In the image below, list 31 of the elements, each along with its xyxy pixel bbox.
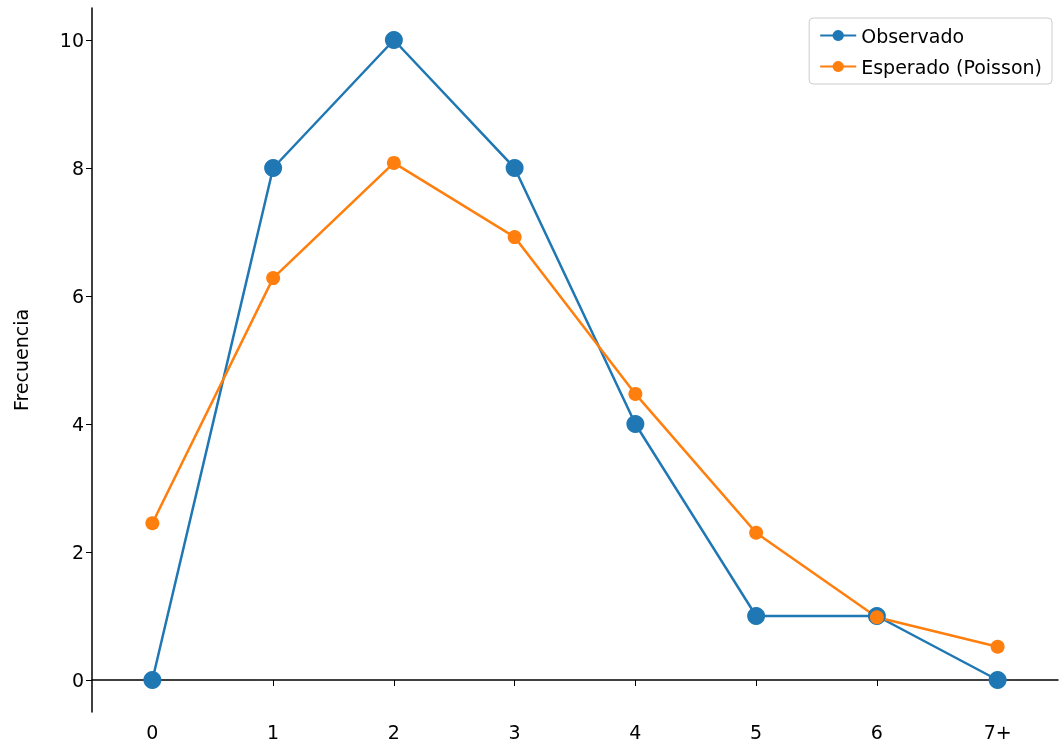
point	[626, 415, 645, 433]
legend-label: Observado	[861, 24, 965, 47]
point	[264, 159, 283, 177]
point	[628, 386, 643, 401]
y-tick-label: 0	[71, 669, 84, 691]
x-tick-label: 1	[267, 720, 280, 743]
x-tick-label: 4	[629, 720, 642, 743]
x-tick-label: 2	[387, 720, 400, 743]
x-tick-label: 0	[146, 720, 159, 743]
y-axis-title: Frecuencia	[9, 308, 32, 412]
legend-label: Esperado (Poisson)	[861, 55, 1043, 78]
point	[990, 639, 1005, 654]
y-tick-label: 8	[71, 157, 84, 179]
y-tick-label: 4	[71, 413, 84, 435]
point	[749, 525, 764, 540]
point	[505, 159, 524, 177]
point	[507, 230, 522, 245]
point	[143, 671, 162, 689]
x-tick-label: 6	[870, 720, 883, 743]
x-tick-label: 7+	[983, 720, 1012, 743]
y-tick-label: 10	[59, 29, 84, 51]
y-tick-label: 2	[71, 541, 84, 563]
point	[747, 607, 766, 625]
point	[145, 516, 160, 531]
point	[386, 155, 401, 170]
point	[384, 31, 403, 49]
y-tick-label: 6	[71, 285, 84, 307]
x-tick-label: 5	[750, 720, 763, 743]
point	[988, 671, 1007, 689]
point	[266, 271, 281, 286]
x-tick-label: 3	[508, 720, 521, 743]
